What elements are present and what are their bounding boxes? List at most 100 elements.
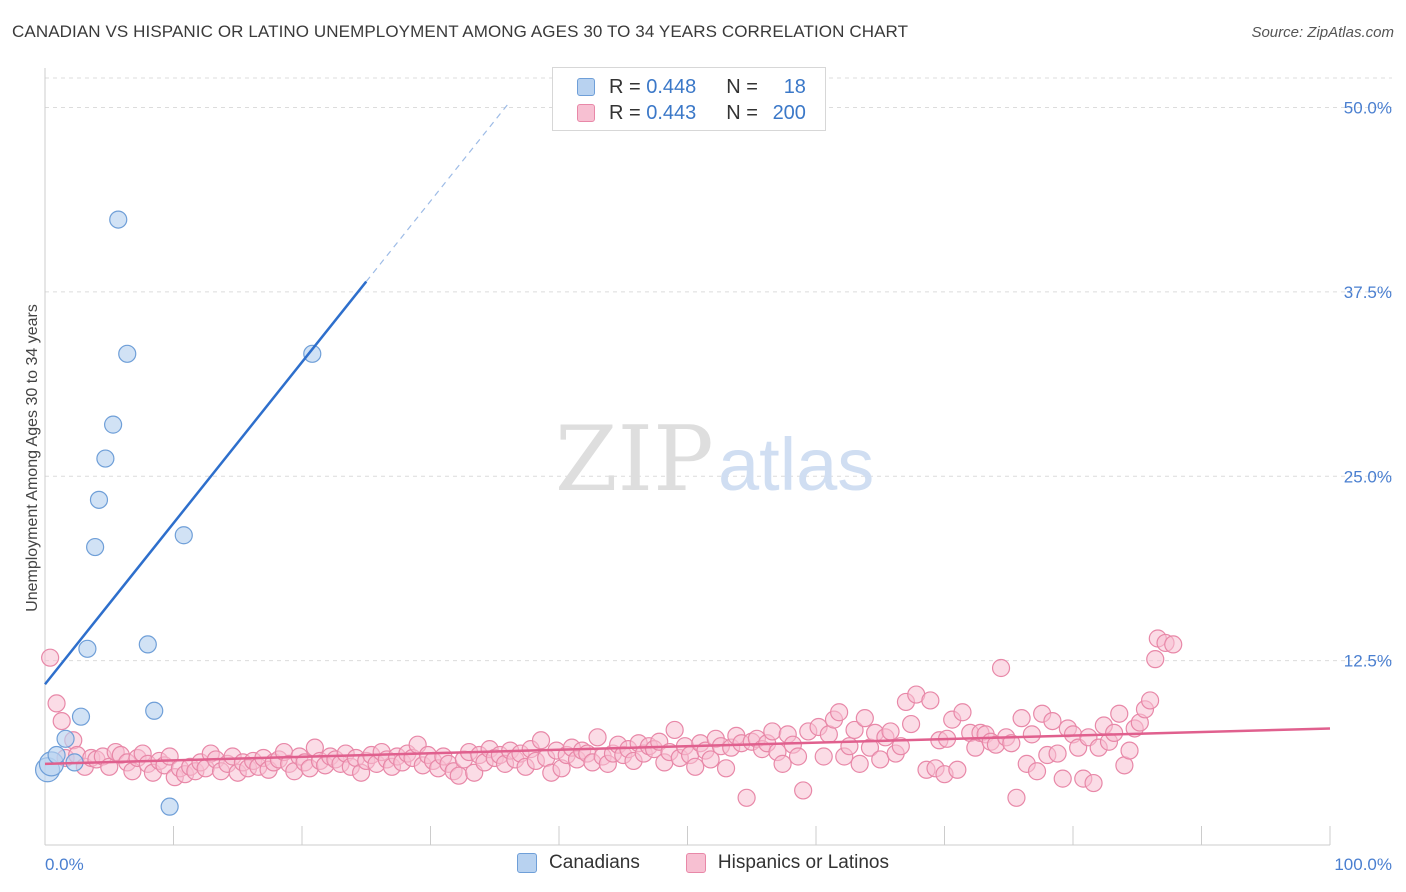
series-label-hispanics: Hispanics or Latinos xyxy=(717,852,889,873)
hispanics-point xyxy=(716,759,736,778)
hispanics-point xyxy=(1120,741,1139,760)
canadians-point xyxy=(78,639,97,658)
hispanics-point xyxy=(1002,734,1021,753)
hispanics-point xyxy=(1027,762,1047,781)
hispanics-point xyxy=(921,691,940,710)
hispanics-point xyxy=(1146,650,1165,669)
y-tick-label: 50.0% xyxy=(1344,99,1392,118)
canadians-point xyxy=(160,797,179,816)
hispanics-point xyxy=(1048,744,1067,763)
canadians-point xyxy=(104,415,123,434)
hispanics-point xyxy=(788,747,808,766)
hispanics-point xyxy=(891,737,910,756)
y-axis-label: Unemployment Among Ages 30 to 34 years xyxy=(24,304,41,612)
legend-n-label: N = xyxy=(726,75,758,98)
canadians-point xyxy=(303,344,322,363)
series-label-canadians: Canadians xyxy=(549,852,640,873)
hispanics-point xyxy=(1110,704,1129,723)
hispanics-point xyxy=(1164,635,1183,654)
hispanics-point xyxy=(901,714,921,734)
hispanics-point xyxy=(830,703,849,722)
hispanics-point xyxy=(449,766,468,785)
canadians-points xyxy=(34,210,322,816)
canadians-point xyxy=(145,701,164,720)
canadians-trend-line xyxy=(44,280,368,686)
legend-n-label: N = xyxy=(726,101,758,124)
watermark-zip: ZIP xyxy=(555,407,714,512)
legend-r-label: R = xyxy=(609,75,641,98)
hispanics-point xyxy=(1084,773,1103,793)
legend-n-value: 200 xyxy=(772,101,806,124)
hispanics-point xyxy=(1007,788,1026,807)
hispanics-point xyxy=(953,703,972,722)
hispanics-point xyxy=(531,731,551,750)
hispanics-point xyxy=(701,750,720,769)
hispanics-point xyxy=(686,757,705,776)
legend-n-value: 18 xyxy=(783,75,806,98)
hispanics-point xyxy=(840,737,859,756)
y-tick-label: 12.5% xyxy=(1344,652,1392,671)
hispanics-point xyxy=(52,711,71,731)
hispanics-point xyxy=(871,750,890,769)
canadians-point xyxy=(118,344,137,363)
canadians-point xyxy=(86,537,105,557)
hispanics-point xyxy=(991,658,1011,678)
legend-swatch-canadians xyxy=(577,78,595,96)
legend-row-canadians: R = 0.448 N = 18 xyxy=(577,74,806,100)
hispanics-trend-line xyxy=(44,727,1331,766)
series-legend-hispanics: Hispanics or Latinos xyxy=(685,852,889,874)
series-legend-canadians: Canadians xyxy=(517,852,640,874)
legend-swatch-hispanics xyxy=(577,104,595,122)
canadians-point xyxy=(109,210,128,229)
canadians-point xyxy=(138,635,157,654)
axes xyxy=(44,68,1331,846)
legend-r-value: 0.448 xyxy=(646,75,697,98)
hispanics-point xyxy=(763,722,782,741)
hispanics-point xyxy=(1012,709,1031,728)
hispanics-point xyxy=(737,788,756,807)
correlation-legend: R = 0.448 N = 18 R = 0.443 N = 200 xyxy=(552,67,826,131)
canadians-point xyxy=(174,526,193,545)
hispanics-point xyxy=(665,720,684,740)
series-legend: Canadians Hispanics or Latinos xyxy=(0,852,1406,874)
series-swatch-canadians xyxy=(517,853,538,873)
chart-title: CANADIAN VS HISPANIC OR LATINO UNEMPLOYM… xyxy=(12,22,909,41)
chart-source: Source: ZipAtlas.com xyxy=(1251,24,1394,41)
trend-lines xyxy=(44,104,1331,766)
legend-r-value: 0.443 xyxy=(646,101,697,124)
canadians-point xyxy=(47,745,66,765)
y-tick-label: 37.5% xyxy=(1344,283,1392,302)
hispanics-point xyxy=(1105,723,1124,743)
canadians-point xyxy=(96,449,115,468)
x-tick-label: 0.0% xyxy=(45,855,84,874)
series-swatch-hispanics xyxy=(685,853,706,873)
canadians-trend-extension xyxy=(365,104,509,282)
hispanics-point xyxy=(1140,691,1160,710)
hispanics-point xyxy=(948,760,967,779)
legend-row-hispanics: R = 0.443 N = 200 xyxy=(577,100,806,126)
hispanics-point xyxy=(1053,769,1072,788)
hispanics-point xyxy=(773,754,792,773)
legend-r-label: R = xyxy=(609,101,641,124)
hispanics-point xyxy=(41,648,60,667)
hispanics-point xyxy=(1022,725,1041,744)
hispanics-point xyxy=(850,754,869,773)
canadians-point xyxy=(71,707,91,726)
hispanics-point xyxy=(855,709,874,728)
gridlines xyxy=(45,77,1392,662)
x-tick-label: 100.0% xyxy=(1334,855,1392,874)
hispanics-point xyxy=(814,747,833,766)
hispanics-point xyxy=(588,728,607,747)
y-tick-label: 25.0% xyxy=(1344,467,1392,486)
watermark-atlas: atlas xyxy=(718,423,874,506)
hispanics-point xyxy=(794,781,813,800)
hispanics-point xyxy=(47,694,66,713)
hispanics-points xyxy=(41,629,1183,807)
canadians-point xyxy=(56,729,75,748)
canadians-point xyxy=(89,490,109,509)
hispanics-point xyxy=(881,722,900,741)
hispanics-point xyxy=(845,720,864,740)
hispanics-point xyxy=(1043,711,1062,731)
tick-labels: 12.5% 25.0% 37.5% 50.0% 0.0% 100.0% xyxy=(45,99,1392,875)
